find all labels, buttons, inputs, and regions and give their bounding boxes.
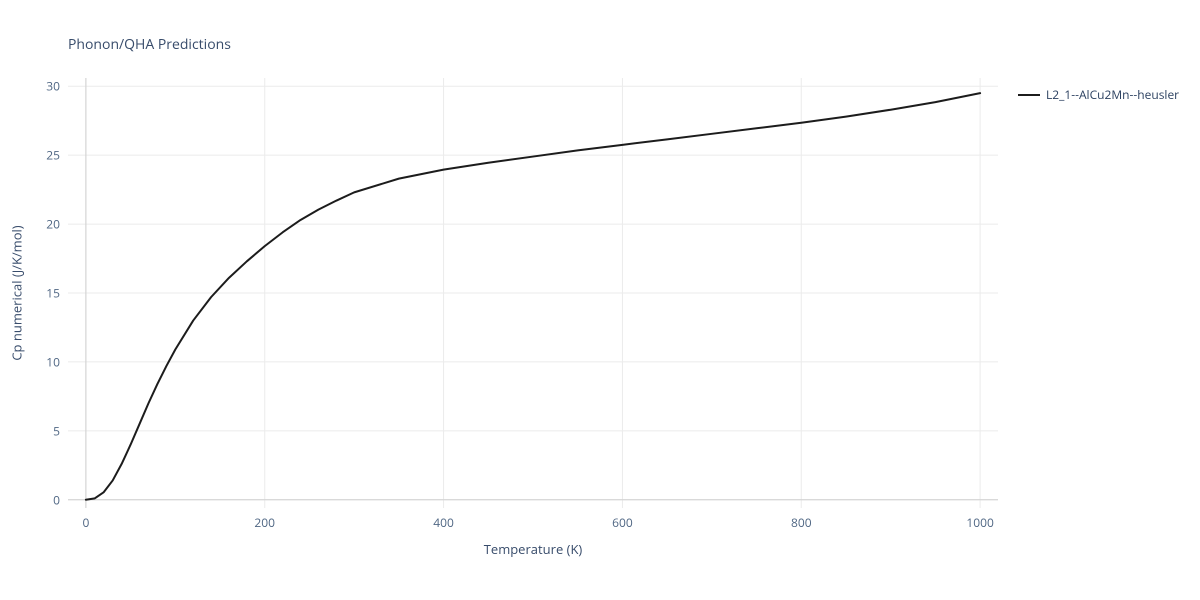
x-tick-label: 0 [82,514,89,531]
legend-label: L2_1--AlCu2Mn--heusler [1046,86,1179,103]
y-tick-label: 15 [46,285,60,302]
x-tick-label: 400 [433,514,454,531]
legend: L2_1--AlCu2Mn--heusler [1018,86,1179,103]
x-tick-label: 600 [612,514,633,531]
y-tick-label: 25 [46,147,60,164]
legend-swatch [1018,94,1040,96]
y-tick-label: 30 [46,78,60,95]
chart-container: Phonon/QHA Predictions 02004006008001000… [0,0,1200,600]
series-line [86,93,980,500]
plot-area [68,78,998,508]
y-tick-label: 0 [53,491,60,508]
y-tick-label: 10 [46,353,60,370]
x-axis-title: Temperature (K) [68,540,998,558]
x-tick-label: 1000 [966,514,993,531]
x-tick-label: 800 [791,514,812,531]
chart-title: Phonon/QHA Predictions [68,35,231,54]
y-axis-title: Cp numerical (J/K/mol) [8,78,26,508]
x-tick-label: 200 [254,514,275,531]
y-tick-label: 5 [53,422,60,439]
y-tick-label: 20 [46,216,60,233]
